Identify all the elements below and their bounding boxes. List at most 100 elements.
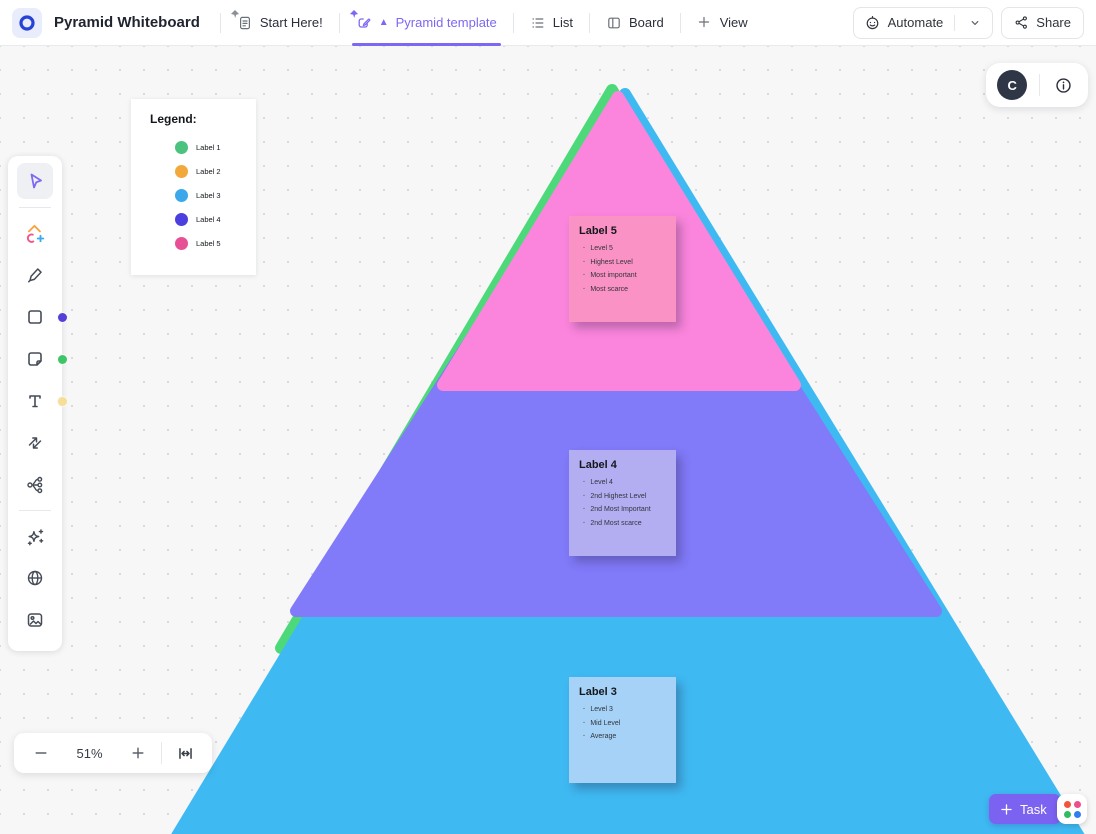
legend-label: Label 5 [196, 239, 221, 248]
legend-label: Label 1 [196, 143, 221, 152]
tab-pyramid-template[interactable]: ▲ Pyramid template [346, 0, 507, 46]
legend-dot [175, 141, 188, 154]
app-grid-button[interactable] [1057, 794, 1087, 824]
pin-icon [230, 9, 239, 18]
tab-board[interactable]: Board [596, 0, 674, 46]
legend-label: Label 3 [196, 191, 221, 200]
mind-map-icon [27, 476, 43, 494]
workspace-logo[interactable] [12, 7, 42, 38]
presence-dot-1[interactable] [57, 312, 68, 323]
triangle-marker: ▲ [378, 17, 389, 28]
tab-label: Start Here! [259, 15, 323, 30]
tab-label: Pyramid template [395, 15, 497, 30]
text-tool[interactable] [20, 386, 50, 416]
share-button[interactable]: Share [1001, 6, 1084, 39]
plus-icon [132, 747, 144, 759]
legend-dot [175, 189, 188, 202]
minus-icon [35, 752, 47, 754]
page-title: Pyramid Whiteboard [54, 14, 200, 31]
templates-tool[interactable] [20, 218, 50, 248]
top-bar: Pyramid Whiteboard Start Here! ▲ Pyramid [0, 0, 1096, 46]
automate-dropdown-button[interactable] [962, 10, 988, 36]
board-icon [606, 15, 622, 31]
shape-tool[interactable] [20, 302, 50, 332]
add-task-button[interactable]: Task [989, 794, 1061, 824]
tab-label: Board [629, 15, 664, 30]
user-panel: C [986, 63, 1088, 107]
cursor-icon [30, 173, 42, 189]
shape-icon [28, 310, 42, 324]
legend-title: Legend: [150, 112, 197, 126]
divider [19, 207, 51, 208]
automate-label: Automate [887, 15, 944, 30]
active-tab-underline [351, 42, 501, 46]
share-label: Share [1036, 15, 1071, 30]
sticky-bullet: 2nd Most Important [583, 506, 668, 514]
divider [679, 12, 681, 33]
sticky-title: Label 4 [579, 459, 617, 471]
select-tool[interactable] [17, 163, 53, 199]
divider [19, 510, 51, 511]
sticky-bullet: 2nd Most scarce [583, 520, 668, 528]
sticky-title: Label 5 [579, 225, 617, 237]
presence-dot-3[interactable] [57, 396, 68, 407]
sticky-bullet: Average [583, 733, 668, 741]
zoom-fit-button[interactable] [168, 738, 202, 768]
legend-item: Label 5 [175, 237, 256, 250]
templates-icon [26, 224, 45, 243]
avatar-initial: C [1007, 77, 1017, 93]
sticky-note-label-3[interactable]: Label 3 Level 3 Mid Level Average [569, 677, 676, 783]
sticky-bullet: Most scarce [583, 286, 668, 294]
sticky-bullet: Most important [583, 272, 668, 280]
plus-icon [697, 15, 713, 31]
zoom-in-button[interactable] [121, 738, 155, 768]
legend-label: Label 4 [196, 215, 221, 224]
tab-add-view[interactable]: View [687, 0, 758, 46]
globe-icon [27, 570, 43, 586]
legend-item: Label 4 [175, 213, 256, 226]
automate-button[interactable]: Automate [852, 6, 994, 39]
tab-list[interactable]: List [520, 0, 583, 46]
legend-panel[interactable]: Legend: Label 1 Label 2 Label 3 Label 4 … [131, 99, 256, 275]
embed-tool[interactable] [20, 563, 50, 593]
legend-item: Label 1 [175, 141, 256, 154]
legend-dot [175, 213, 188, 226]
sticky-note-tool[interactable] [20, 344, 50, 374]
mind-map-tool[interactable] [20, 470, 50, 500]
text-icon [29, 395, 41, 408]
connector-tool[interactable] [20, 428, 50, 458]
app-grid-dot [1073, 800, 1081, 808]
info-button[interactable] [1051, 72, 1077, 98]
sticky-title: Label 3 [579, 686, 617, 698]
legend-item: Label 3 [175, 189, 256, 202]
ai-wand-tool[interactable] [20, 521, 50, 551]
workspace-logo-icon [19, 14, 35, 31]
sticky-bullet: Level 4 [583, 479, 668, 487]
image-tool[interactable] [20, 605, 50, 635]
zoom-out-button[interactable] [24, 738, 58, 768]
image-icon [27, 613, 43, 627]
fit-width-icon [178, 747, 192, 759]
divider [219, 12, 221, 33]
highlighter-tool[interactable] [20, 260, 50, 290]
magic-wand-icon [27, 528, 43, 545]
list-icon [530, 15, 546, 31]
pin-icon [349, 9, 358, 18]
connector-arrows-icon [28, 437, 42, 449]
drawing-toolbar [8, 156, 62, 651]
avatar[interactable]: C [997, 70, 1028, 100]
sticky-bullet: Mid Level [583, 720, 668, 728]
chevron-down-icon [971, 20, 979, 25]
divider [338, 12, 340, 33]
legend-dot [175, 165, 188, 178]
info-icon [1056, 77, 1071, 93]
sticky-note-label-5[interactable]: Label 5 Level 5 Highest Level Most impor… [569, 216, 676, 322]
app-grid-dot [1063, 800, 1071, 808]
tab-start-here[interactable]: Start Here! [227, 0, 333, 46]
doc-icon [230, 9, 253, 31]
whiteboard-canvas[interactable]: Legend: Label 1 Label 2 Label 3 Label 4 … [0, 46, 1096, 834]
tab-label: List [552, 15, 574, 30]
presence-dot-2[interactable] [57, 354, 68, 365]
divider [161, 742, 162, 764]
sticky-note-label-4[interactable]: Label 4 Level 4 2nd Highest Level 2nd Mo… [569, 450, 676, 556]
